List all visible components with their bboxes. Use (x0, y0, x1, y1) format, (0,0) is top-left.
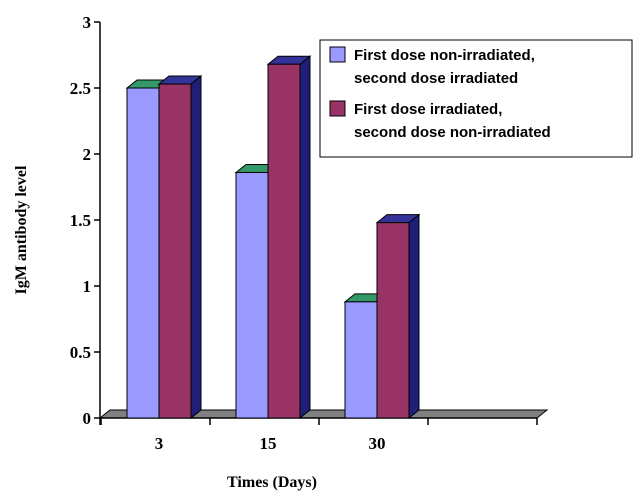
bar-front (235, 171, 269, 419)
bar-front (158, 83, 192, 419)
legend-swatch (329, 100, 346, 117)
y-axis-title: IgM antibody level (13, 165, 30, 294)
y-tick-label: 1 (83, 277, 92, 296)
legend-entry: First dose irradiated, second dose non-ir… (329, 100, 551, 141)
legend-label: second dose irradiated (354, 70, 518, 87)
x-tick-label: 15 (260, 434, 277, 453)
legend-box (319, 39, 633, 158)
legend-label: second dose non-irradiated (354, 124, 551, 141)
bar (375, 213, 421, 420)
x-axis: 3 15 30 (100, 417, 538, 453)
legend-label: First dose irradiated, (354, 101, 502, 118)
y-tick-label: 3 (83, 13, 92, 32)
bar (266, 55, 312, 420)
y-tick-label: 1.5 (70, 211, 91, 230)
bar-side (190, 74, 202, 420)
y-tick-label: 0 (83, 409, 92, 428)
bar-side (299, 55, 311, 420)
x-tick-label: 30 (369, 434, 386, 453)
legend-label: First dose non-irradiated, (354, 47, 535, 64)
bar-front (344, 301, 378, 419)
y-tick-label: 2.5 (70, 79, 91, 98)
legend-entry: First dose non-irradiated, second dose ir… (329, 46, 535, 87)
x-tick-label: 3 (155, 434, 164, 453)
bar-front (126, 87, 160, 419)
y-axis: 0 0.5 1 1.5 2 2.5 3 (70, 13, 101, 428)
legend-swatch (329, 46, 346, 63)
y-tick-label: 0.5 (70, 343, 91, 362)
bar (157, 74, 203, 420)
x-axis-title: Times (Days) (227, 474, 317, 491)
bar-front (267, 63, 301, 419)
bars (125, 55, 421, 420)
bar-front (376, 222, 410, 419)
bar-side (408, 213, 420, 420)
legend: First dose non-irradiated, second dose ir… (319, 39, 633, 158)
y-tick-label: 2 (83, 145, 92, 164)
